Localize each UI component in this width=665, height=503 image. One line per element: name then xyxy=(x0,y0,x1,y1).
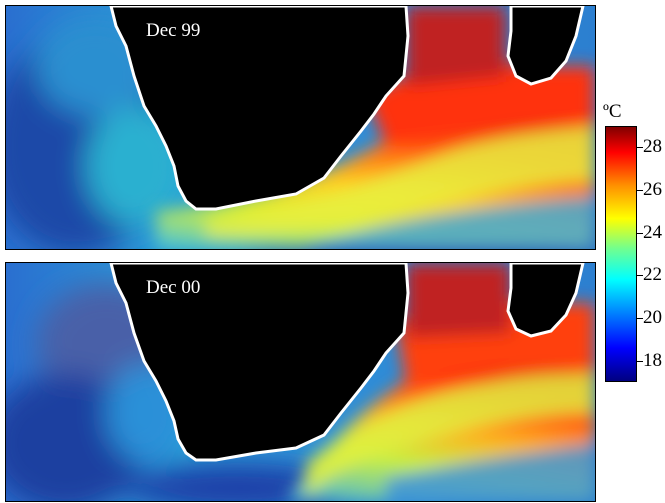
temperature-colorbar xyxy=(605,126,637,382)
colorbar-tick-label: 26 xyxy=(643,179,662,200)
africa-landmass xyxy=(109,263,410,462)
colorbar-tick xyxy=(637,360,643,362)
africa-landmass xyxy=(109,6,410,211)
colorbar-tick xyxy=(637,318,643,319)
panel-date-label: Dec 99 xyxy=(146,20,201,41)
colorbar-tick-label: 28 xyxy=(643,136,662,158)
colorbar-tick xyxy=(637,190,643,191)
colorbar-tick xyxy=(637,147,643,149)
colorbar-tick-label: 24 xyxy=(643,221,662,243)
colorbar-tick-label: 18 xyxy=(643,349,662,371)
colorbar-tick-label: 20 xyxy=(643,307,662,328)
sst-map-dec00: Dec 00 xyxy=(5,262,596,502)
madagascar-landmass xyxy=(506,263,585,338)
colorbar-tick xyxy=(637,232,643,234)
colorbar-unit-label: ºC xyxy=(603,101,622,122)
colorbar-tick xyxy=(637,275,643,277)
colorbar-tick-label: 22 xyxy=(643,264,662,286)
madagascar-landmass xyxy=(506,6,585,86)
panel-date-label: Dec 00 xyxy=(146,277,201,298)
sst-map-dec99: Dec 99 xyxy=(5,5,596,250)
